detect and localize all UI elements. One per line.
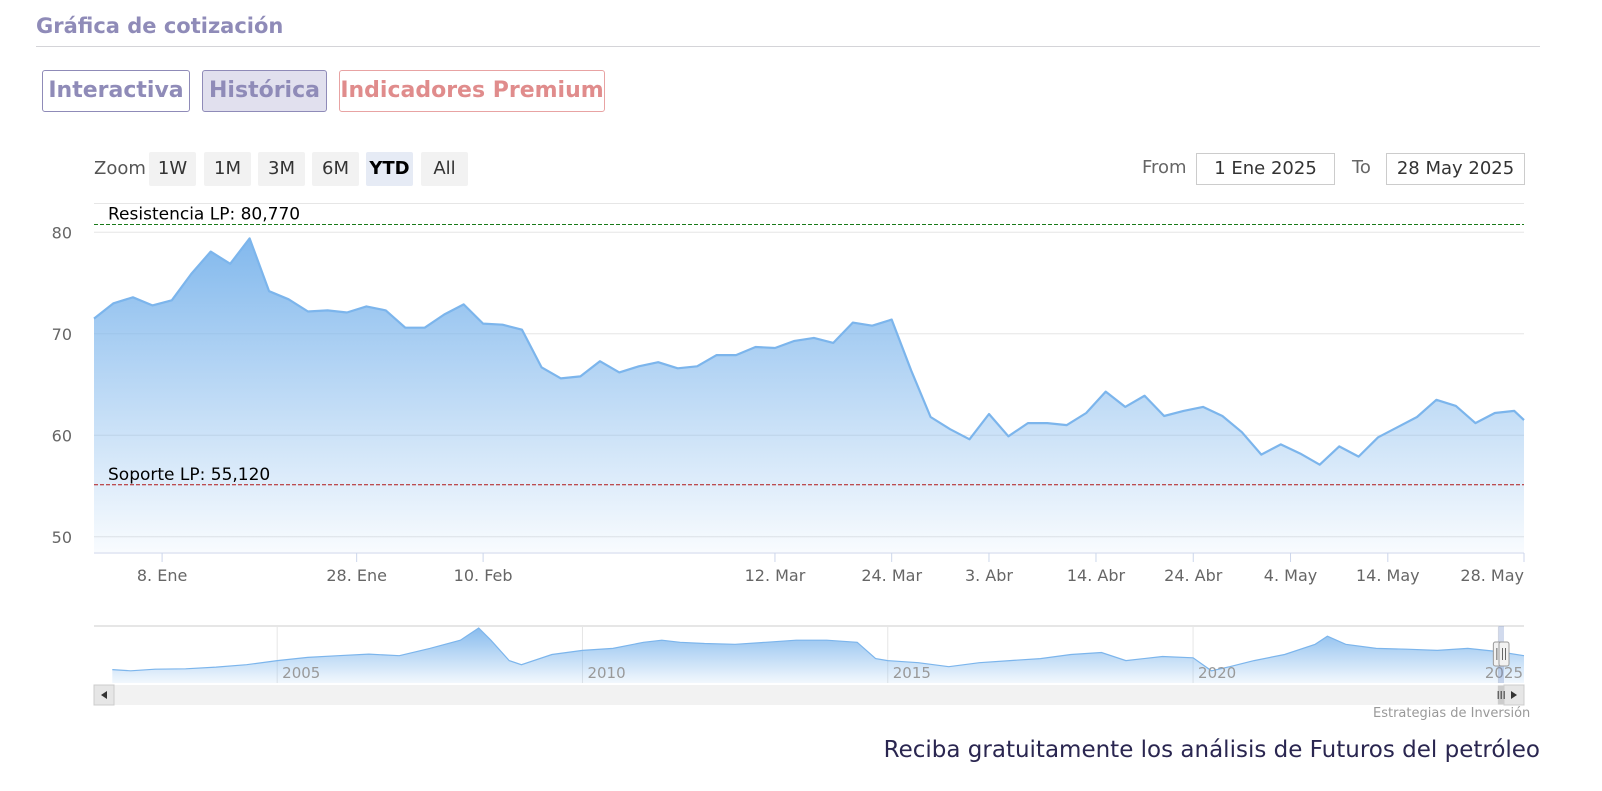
navigator-tick-label: 2005 — [282, 664, 320, 682]
x-tick-label: 10. Feb — [454, 566, 513, 585]
scroll-right-arrow-icon — [1511, 691, 1517, 699]
navigator-tick-label: 2015 — [893, 664, 931, 682]
navigator-area — [112, 628, 1524, 683]
y-tick-label: 50 — [52, 528, 72, 547]
y-tick-label: 80 — [52, 223, 72, 242]
zoom-label: Zoom — [94, 158, 146, 179]
tab-historica[interactable]: Histórica — [202, 70, 327, 112]
to-date-input[interactable]: 28 May 2025 — [1386, 153, 1525, 185]
navigator-tick-label: 2010 — [587, 664, 625, 682]
chart-top-divider — [94, 203, 1524, 204]
x-tick-label: 24. Mar — [861, 566, 922, 585]
navigator-tick-label: 2020 — [1198, 664, 1236, 682]
x-tick-label: 28. Ene — [326, 566, 387, 585]
y-tick-label: 70 — [52, 325, 72, 344]
tab-indicadores-premium[interactable]: Indicadores Premium — [339, 70, 605, 112]
x-tick-label: 3. Abr — [965, 566, 1013, 585]
scroll-left-arrow-icon — [101, 691, 107, 699]
resistance-label: Resistencia LP: 80,770 — [108, 204, 300, 224]
x-tick-label: 28. May — [1460, 566, 1524, 585]
price-line — [93, 237, 1525, 466]
navigator-right-handle[interactable] — [1498, 641, 1510, 667]
navigator-line — [112, 627, 1525, 672]
navigator-tick-label: 2025 — [1485, 664, 1523, 682]
x-tick-label: 12. Mar — [745, 566, 806, 585]
zoom-all-button[interactable]: All — [421, 152, 468, 186]
chart-credit[interactable]: Estrategias de Inversión — [1373, 706, 1531, 721]
zoom-1m-button[interactable]: 1M — [204, 152, 251, 186]
x-tick-label: 24. Abr — [1164, 566, 1223, 585]
to-label: To — [1352, 157, 1371, 178]
zoom-1w-button[interactable]: 1W — [149, 152, 196, 186]
zoom-ytd-button[interactable]: YTD — [366, 152, 413, 186]
newsletter-cta[interactable]: Reciba gratuitamente los análisis de Fut… — [883, 737, 1540, 763]
from-label: From — [1142, 157, 1187, 178]
x-tick-label: 8. Ene — [137, 566, 187, 585]
section-title: Gráfica de cotización — [36, 14, 284, 38]
zoom-6m-button[interactable]: 6M — [312, 152, 359, 186]
title-divider — [36, 46, 1540, 47]
zoom-3m-button[interactable]: 3M — [258, 152, 305, 186]
y-tick-label: 60 — [52, 426, 72, 445]
scrollbar-track — [94, 685, 1524, 705]
x-tick-label: 4. May — [1264, 566, 1317, 585]
tab-interactiva[interactable]: Interactiva — [42, 70, 190, 112]
price-area — [94, 238, 1524, 552]
x-tick-label: 14. Abr — [1067, 566, 1126, 585]
from-date-input[interactable]: 1 Ene 2025 — [1196, 153, 1335, 185]
support-label: Soporte LP: 55,120 — [108, 465, 270, 485]
x-tick-label: 14. May — [1356, 566, 1420, 585]
